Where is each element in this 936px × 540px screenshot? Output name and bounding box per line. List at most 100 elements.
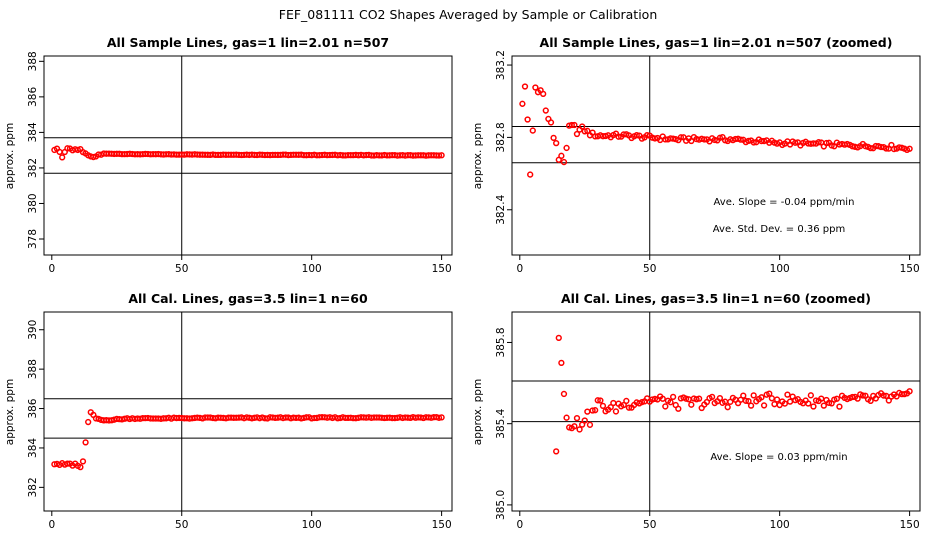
- data-point: [750, 392, 757, 399]
- y-tick-label: 384: [27, 438, 39, 458]
- data-point: [745, 397, 752, 405]
- x-tick-label: 0: [48, 263, 55, 275]
- x-tick-label: 150: [432, 263, 452, 275]
- data-point: [555, 334, 562, 342]
- data-point: [540, 90, 547, 98]
- data-point: [521, 83, 529, 90]
- x-tick-label: 150: [432, 519, 452, 531]
- x-tick-label: 0: [516, 263, 523, 275]
- data-point: [867, 144, 874, 152]
- data-point: [435, 152, 443, 159]
- data-point: [56, 148, 63, 156]
- y-axis-label: approx. ppm: [472, 123, 484, 189]
- y-tick-label: 382: [27, 158, 39, 178]
- data-point: [519, 100, 526, 107]
- data-point: [438, 152, 445, 159]
- data-point: [742, 397, 750, 404]
- data-point: [558, 152, 565, 159]
- data-point: [563, 414, 570, 421]
- x-tick-label: 150: [900, 263, 920, 275]
- data-point: [568, 121, 575, 129]
- data-point: [612, 408, 620, 415]
- data-point: [589, 407, 596, 414]
- y-tick-label: 380: [27, 193, 39, 213]
- data-point: [880, 392, 887, 399]
- plot-frame: [511, 55, 921, 256]
- plot-frame: [43, 55, 453, 256]
- data-point: [818, 395, 825, 402]
- y-tick-label: 385.0: [495, 490, 507, 520]
- data-point: [550, 134, 557, 141]
- data-point: [581, 417, 588, 424]
- data-point: [651, 395, 659, 403]
- data-point: [807, 392, 815, 399]
- data-point: [760, 137, 768, 145]
- data-point: [849, 393, 856, 401]
- y-tick-label: 390: [27, 320, 39, 340]
- data-point: [708, 393, 716, 401]
- data-point: [597, 397, 604, 404]
- data-point: [833, 395, 840, 402]
- chart-title: All Cal. Lines, gas=3.5 lin=1 n=60: [128, 291, 368, 306]
- x-tick-label: 100: [302, 263, 322, 275]
- plot-frame: [511, 311, 921, 512]
- data-point: [890, 145, 898, 153]
- data-point: [594, 397, 601, 404]
- chart-panel-sample-lines-zoomed: All Sample Lines, gas=1 lin=2.01 n=507 (…: [472, 35, 921, 275]
- data-point: [558, 359, 565, 367]
- data-point: [610, 399, 617, 407]
- data-point: [695, 395, 703, 402]
- data-point: [669, 135, 677, 142]
- chart-title: All Cal. Lines, gas=3.5 lin=1 n=60 (zoom…: [561, 291, 871, 306]
- data-point: [815, 139, 822, 146]
- data-point: [854, 395, 861, 402]
- stat-annotation: Ave. Slope = 0.03 ppm/min: [710, 452, 847, 463]
- data-point: [859, 392, 866, 399]
- data-point: [529, 127, 536, 134]
- data-point: [823, 139, 830, 147]
- y-tick-label: 382: [27, 477, 39, 497]
- x-tick-label: 100: [302, 519, 322, 531]
- data-point: [677, 134, 685, 141]
- data-point: [584, 408, 591, 415]
- data-point: [724, 404, 731, 411]
- x-tick-label: 0: [516, 519, 523, 531]
- y-tick-label: 386: [27, 398, 39, 418]
- data-point: [906, 145, 913, 152]
- chart-panel-sample-lines: All Sample Lines, gas=1 lin=2.01 n=507 a…: [4, 35, 453, 275]
- data-point: [527, 171, 534, 178]
- data-point: [773, 396, 781, 403]
- y-tick-label: 382.8: [495, 122, 507, 152]
- data-point: [581, 128, 588, 135]
- data-point: [820, 402, 827, 409]
- data-point: [877, 143, 885, 151]
- data-point: [573, 414, 581, 422]
- chart-title: All Sample Lines, gas=1 lin=2.01 n=507: [107, 35, 389, 50]
- data-point: [77, 464, 84, 471]
- data-point: [571, 121, 578, 129]
- x-tick-label: 0: [48, 519, 55, 531]
- plot-frame: [43, 311, 453, 512]
- y-tick-label: 385.8: [495, 327, 507, 357]
- data-point: [745, 137, 752, 144]
- y-tick-label: 382.4: [495, 194, 507, 224]
- data-point: [64, 460, 71, 467]
- x-tick-label: 100: [770, 263, 790, 275]
- data-point: [584, 127, 591, 134]
- data-point: [625, 404, 633, 411]
- data-point: [662, 403, 669, 410]
- data-point: [532, 84, 539, 91]
- data-point: [85, 418, 92, 426]
- x-tick-label: 50: [175, 519, 188, 531]
- chart-panel-cal-lines: All Cal. Lines, gas=3.5 lin=1 n=60 appro…: [4, 291, 453, 531]
- data-point: [435, 414, 443, 421]
- stat-annotation: Ave. Slope = -0.04 ppm/min: [714, 197, 855, 208]
- data-point: [64, 145, 71, 152]
- data-point: [599, 402, 607, 409]
- data-point: [716, 394, 724, 402]
- data-point: [659, 395, 666, 402]
- data-point: [758, 394, 765, 401]
- data-point: [667, 399, 674, 406]
- data-point: [623, 397, 630, 405]
- data-point: [781, 400, 789, 407]
